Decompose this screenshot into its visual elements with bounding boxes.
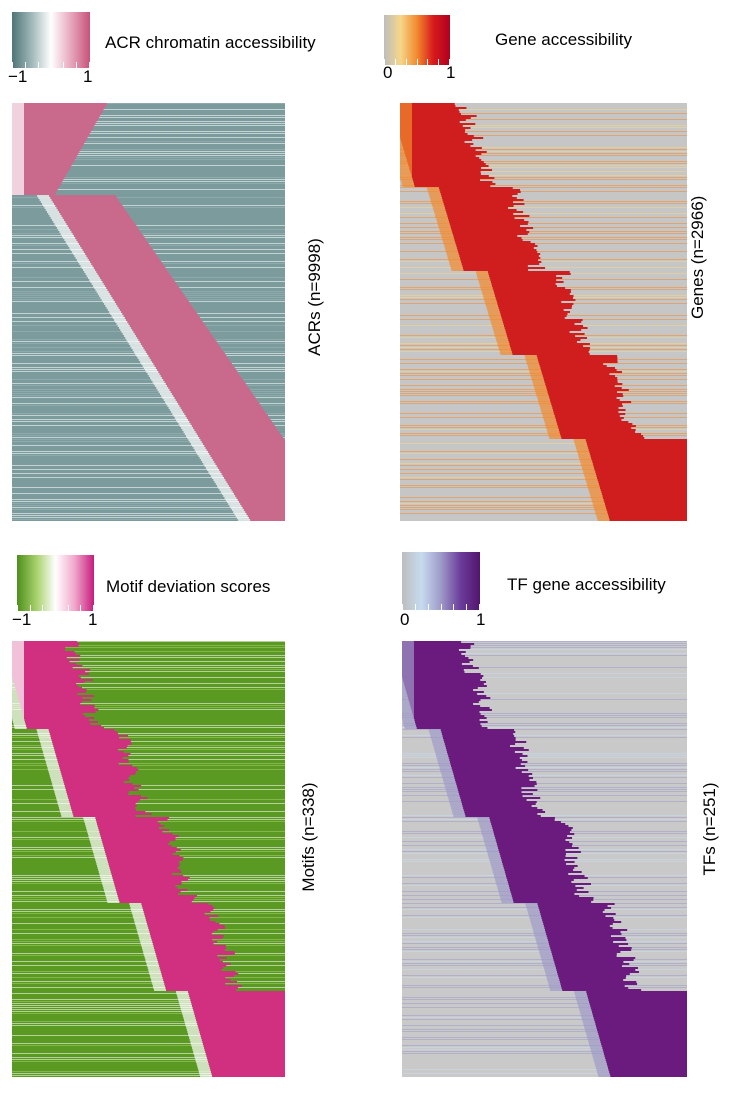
colorbar-genes [384, 15, 450, 65]
colorbar-max-label: 1 [88, 610, 98, 629]
colorbar-gradient [12, 12, 90, 68]
heatmap-matrix [12, 103, 285, 521]
colorbar-min-label: −1 [8, 67, 28, 86]
ylabel-motifs: Motifs (n=338) [299, 782, 318, 892]
ylabel-tfs: TFs (n=251) [700, 782, 719, 876]
colorbar-min-label: −1 [12, 610, 32, 629]
colorbar-acr [12, 12, 90, 68]
colorbar-gradient [402, 552, 480, 610]
heatmap-motifs [12, 641, 285, 1077]
heatmap-tfs [402, 641, 687, 1077]
heatmap-acr [12, 103, 285, 521]
colorbar-max-label: 1 [83, 67, 93, 86]
colorbar-max-label: 1 [476, 610, 486, 629]
colorbar-tfs [402, 552, 480, 610]
legend-title-genes: Gene accessibility [495, 30, 633, 49]
ylabel-genes: Genes (n=2966) [688, 195, 707, 319]
heatmap-matrix [12, 641, 285, 1077]
colorbar-gradient [384, 15, 450, 65]
heatmap-matrix [402, 641, 687, 1077]
ylabel-acr: ACRs (n=9998) [305, 238, 324, 356]
heatmap-genes [400, 103, 687, 521]
legend-title-motifs: Motif deviation scores [106, 577, 271, 596]
colorbar-gradient [17, 555, 94, 611]
colorbar-min-label: 0 [383, 63, 393, 82]
legend-title-tfs: TF gene accessibility [507, 575, 666, 594]
heatmap-matrix [400, 103, 687, 521]
legend-title-acr: ACR chromatin accessibility [105, 33, 316, 52]
colorbar-motifs [17, 555, 94, 611]
colorbar-max-label: 1 [446, 63, 456, 82]
colorbar-min-label: 0 [400, 610, 410, 629]
